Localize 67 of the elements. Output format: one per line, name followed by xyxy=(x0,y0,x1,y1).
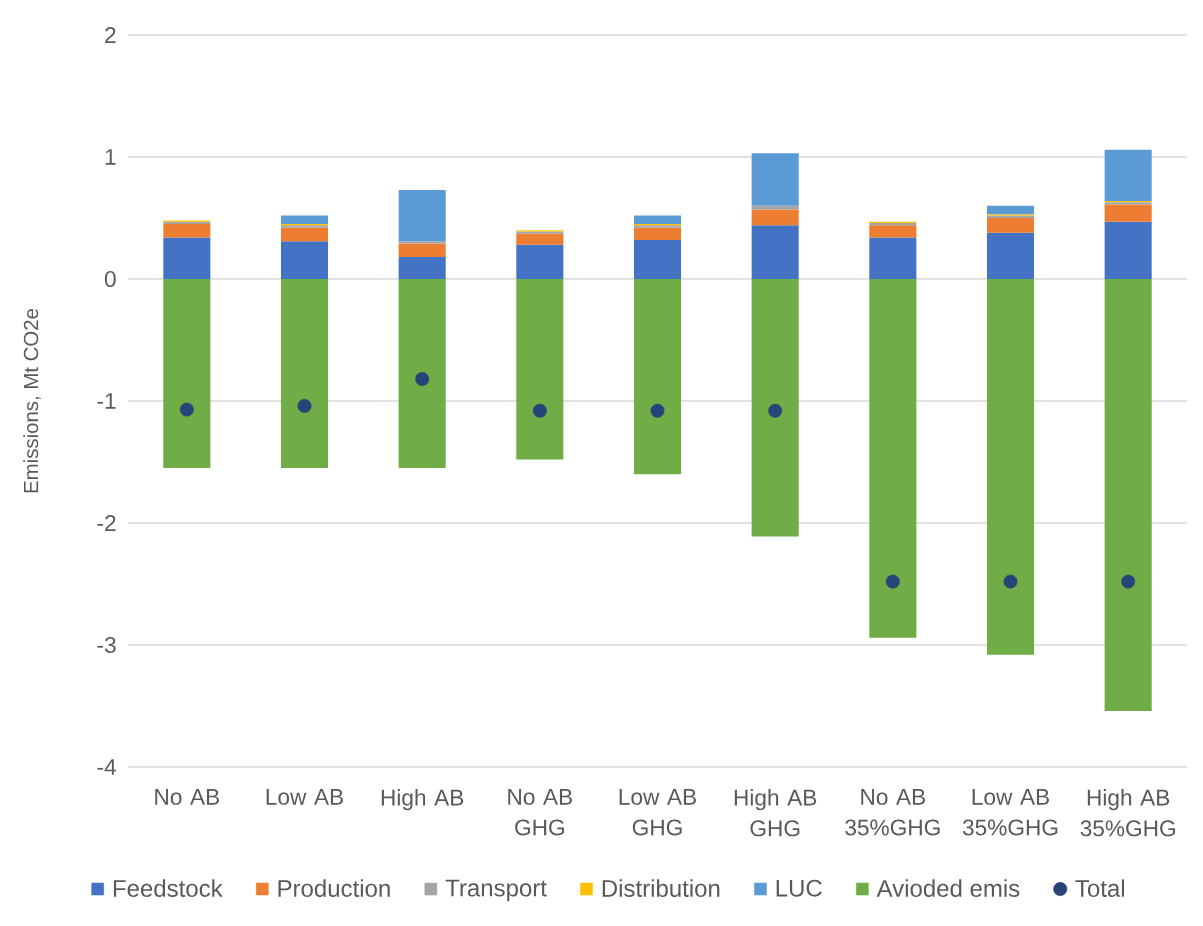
y-tick-label: 1 xyxy=(105,149,116,165)
point xyxy=(768,403,783,418)
legend-label: Distribution xyxy=(602,879,720,897)
x-tick-label: Low AB xyxy=(266,789,343,805)
bar xyxy=(280,227,329,242)
bar xyxy=(398,257,446,279)
x-tick-label: No AB 35%GHG xyxy=(845,789,940,836)
point xyxy=(1121,574,1136,589)
x-tick-label: No AB xyxy=(155,789,220,805)
x-tick-label: Low AB 35%GHG xyxy=(962,789,1058,836)
bar xyxy=(633,239,682,279)
x-tick-label: High AB 35%GHG xyxy=(1080,789,1175,837)
point xyxy=(885,574,900,589)
bar xyxy=(751,279,799,537)
bar xyxy=(398,241,446,244)
bar xyxy=(633,227,682,240)
legend-label: Transport xyxy=(445,879,547,902)
bar xyxy=(986,205,1035,215)
bar xyxy=(751,153,799,206)
bar xyxy=(516,244,564,279)
y-tick-label: -3 xyxy=(97,636,116,654)
bar xyxy=(869,237,917,279)
bar xyxy=(1104,279,1152,711)
point xyxy=(650,403,665,418)
bar xyxy=(986,232,1035,279)
legend-label: Feedstock xyxy=(113,879,223,897)
bar xyxy=(1104,221,1152,279)
bar xyxy=(1104,149,1152,201)
bar xyxy=(986,218,1035,233)
bar xyxy=(869,225,917,238)
bar xyxy=(280,279,329,469)
bar xyxy=(1104,204,1152,222)
bar xyxy=(398,189,446,242)
point xyxy=(179,402,194,417)
point xyxy=(532,403,547,418)
bar xyxy=(280,215,329,225)
point xyxy=(1003,574,1018,589)
legend-label: Avioded emis xyxy=(876,879,1020,897)
bar xyxy=(869,279,917,638)
bar xyxy=(398,243,446,258)
bar xyxy=(280,241,329,279)
bar xyxy=(751,209,799,226)
legend-label: Production xyxy=(278,879,390,897)
x-tick-label: High AB GHG xyxy=(734,789,817,837)
y-tick-label: 0 xyxy=(104,270,116,288)
y-tick-label: 2 xyxy=(105,27,116,43)
bar xyxy=(516,279,564,460)
y-tick-label: -4 xyxy=(97,759,116,775)
legend-label: LUC xyxy=(776,879,822,897)
bar xyxy=(751,225,799,279)
x-tick-label: High AB xyxy=(381,789,464,811)
x-tick-label: No AB GHG xyxy=(508,789,573,836)
bar xyxy=(163,279,211,469)
y-tick-label: -1 xyxy=(97,393,116,409)
bar xyxy=(633,215,682,225)
bar xyxy=(633,279,682,475)
x-tick-label: Low AB GHG xyxy=(619,789,696,836)
bar xyxy=(163,224,211,238)
bar xyxy=(163,237,211,279)
bar xyxy=(516,233,564,245)
y-tick-label: -2 xyxy=(97,515,116,531)
point xyxy=(297,398,312,413)
legend-label: Total xyxy=(1075,879,1125,897)
bar xyxy=(398,279,446,469)
point xyxy=(415,372,430,386)
bar xyxy=(986,279,1035,655)
y-axis-title: Emissions, Mt CO2e xyxy=(23,308,41,493)
